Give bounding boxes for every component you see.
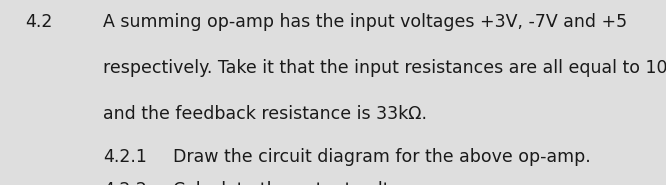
Text: A summing op-amp has the input voltages +3V, -7V and +5: A summing op-amp has the input voltages … bbox=[103, 13, 627, 31]
Text: 4.2: 4.2 bbox=[25, 13, 53, 31]
Text: respectively. Take it that the input resistances are all equal to 10kΩ: respectively. Take it that the input res… bbox=[103, 59, 666, 77]
Text: Draw the circuit diagram for the above op-amp.: Draw the circuit diagram for the above o… bbox=[173, 148, 591, 166]
Text: 4.2.2: 4.2.2 bbox=[103, 181, 147, 185]
Text: Calculate the output voltage.: Calculate the output voltage. bbox=[173, 181, 428, 185]
Text: and the feedback resistance is 33kΩ.: and the feedback resistance is 33kΩ. bbox=[103, 105, 427, 123]
Text: 4.2.1: 4.2.1 bbox=[103, 148, 147, 166]
